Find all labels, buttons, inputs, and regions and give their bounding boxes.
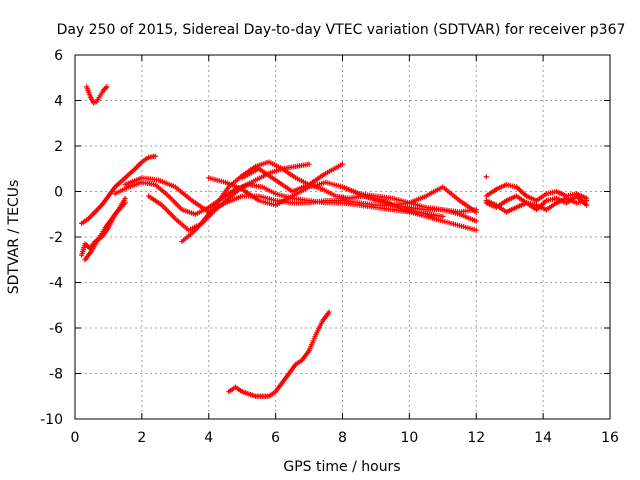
series-isolated — [483, 174, 489, 180]
series-lower-arc — [226, 309, 332, 399]
x-tick-label: 16 — [601, 430, 619, 446]
data-points — [79, 84, 590, 399]
data-point — [473, 209, 479, 215]
series-trace-e — [122, 175, 479, 215]
series-trace-m — [483, 195, 590, 215]
x-tick-label: 6 — [271, 430, 280, 446]
y-tick-label: 4 — [54, 94, 63, 110]
data-point — [104, 84, 110, 90]
data-point — [440, 213, 446, 220]
data-point — [306, 161, 312, 167]
data-point — [152, 153, 158, 159]
data-point — [483, 174, 489, 180]
y-axis-ticks: -10 -8 -6 -4 -2 0 2 4 6 — [40, 48, 610, 428]
plot-frame — [74, 54, 611, 420]
chart-title: Day 250 of 2015, Sidereal Day-to-day VTE… — [57, 22, 626, 38]
series-trace-c — [82, 195, 128, 263]
data-point — [583, 202, 590, 208]
y-tick-label: -8 — [49, 367, 63, 383]
x-tick-label: 4 — [204, 430, 213, 446]
series-upper-arc-early — [84, 84, 110, 106]
series-trace-h — [206, 175, 479, 224]
x-tick-label: 14 — [534, 430, 552, 446]
x-tick-label: 0 — [71, 430, 80, 446]
series-trace-j — [339, 184, 479, 215]
x-axis-ticks: 0 2 4 6 8 10 12 14 16 — [71, 55, 619, 446]
y-tick-label: -6 — [49, 321, 63, 337]
x-tick-label: 12 — [467, 430, 485, 446]
data-point — [122, 195, 128, 201]
grid-lines — [75, 55, 610, 419]
y-axis-label: SDTVAR / TECUs — [6, 180, 22, 295]
x-tick-label: 2 — [137, 430, 146, 446]
y-tick-label: 2 — [54, 139, 63, 155]
x-axis-label: GPS time / hours — [283, 459, 400, 475]
data-point — [473, 218, 479, 224]
y-tick-label: -4 — [49, 276, 63, 292]
x-tick-label: 8 — [338, 430, 347, 446]
x-tick-label: 10 — [400, 430, 418, 446]
series-trace-a — [79, 153, 158, 226]
y-tick-label: -10 — [40, 412, 63, 428]
y-tick-label: -2 — [49, 230, 63, 246]
y-tick-label: 0 — [54, 185, 63, 201]
data-point — [583, 198, 590, 204]
series-trace-i — [239, 161, 346, 195]
data-point — [326, 309, 332, 315]
y-tick-label: 6 — [54, 48, 63, 64]
data-point — [473, 227, 479, 233]
data-point — [339, 161, 346, 167]
